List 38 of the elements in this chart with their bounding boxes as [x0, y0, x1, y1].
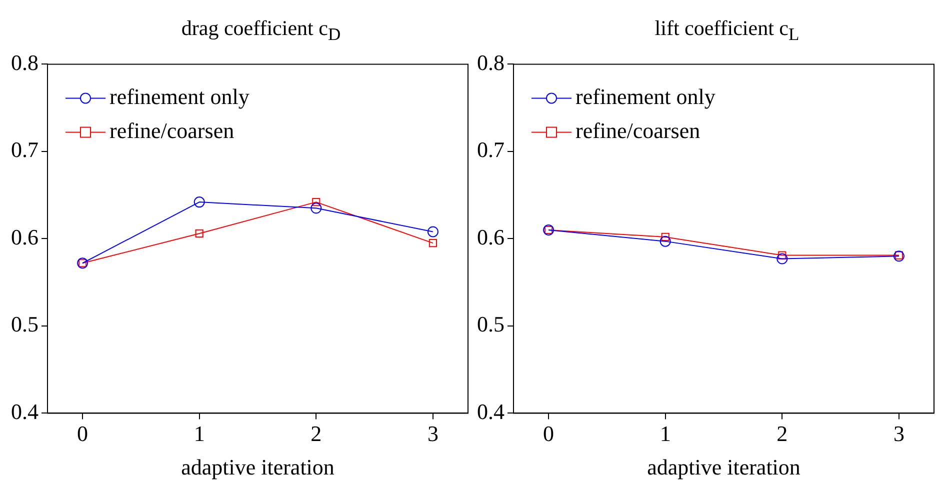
x-tick-label: 2 [310, 421, 322, 446]
legend-label: refine/coarsen [576, 118, 700, 143]
legend-label: refinement only [576, 84, 716, 109]
y-tick-label: 0.8 [11, 50, 38, 75]
point [312, 198, 320, 206]
x-tick-label: 2 [776, 421, 788, 446]
x-axis-title: adaptive iteration [647, 454, 800, 480]
legend-label: refine/coarsen [110, 118, 234, 143]
chart-title: drag coefficient c$_{D}$ [180, 15, 342, 46]
y-tick-label: 0.7 [11, 137, 38, 162]
point [776, 253, 788, 264]
x-tick-label: 3 [893, 421, 904, 446]
y-tick-label: 0.6 [477, 224, 504, 250]
point [194, 196, 205, 208]
y-tick-label: 0.7 [477, 137, 504, 162]
point [894, 251, 903, 260]
x-tick-label: 1 [194, 421, 205, 446]
point [660, 236, 671, 247]
y-tick-label: 0.6 [11, 224, 38, 250]
point [778, 251, 786, 260]
chart-title: lift coefficient c$_{L}$ [654, 15, 800, 46]
x-tick-label: 0 [77, 421, 88, 446]
x-axis-title: adaptive iteration [181, 454, 334, 480]
point [428, 239, 437, 248]
y-tick-label: 0.5 [477, 312, 504, 337]
point [195, 229, 204, 238]
y-tick-label: 0.5 [11, 312, 38, 337]
point [893, 250, 904, 262]
x-tick-label: 3 [427, 421, 438, 446]
y-tick-label: 0.8 [477, 50, 504, 75]
y-tick-label: 0.4 [11, 398, 38, 424]
point [661, 232, 670, 241]
y-tick-label: 0.4 [477, 398, 504, 424]
x-tick-label: 0 [543, 421, 554, 446]
x-tick-label: 1 [660, 421, 671, 446]
point [427, 226, 438, 238]
legend-label: refinement only [110, 84, 250, 109]
point [310, 202, 322, 214]
